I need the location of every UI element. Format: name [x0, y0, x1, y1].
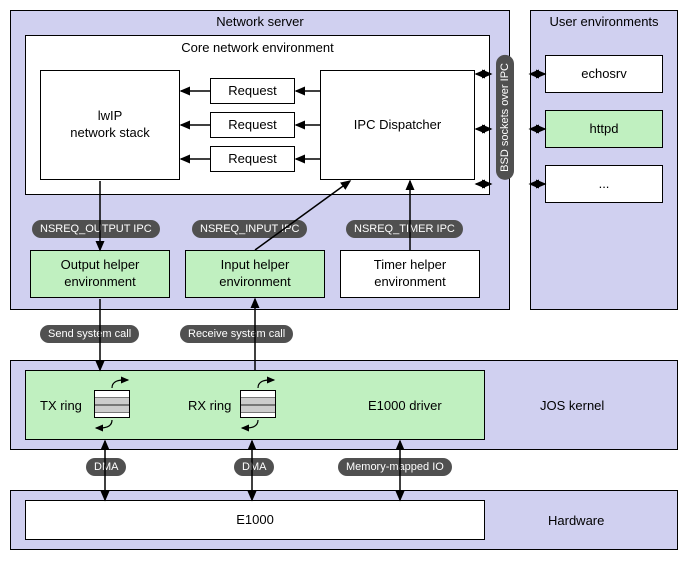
tx-ring-icon — [94, 390, 130, 418]
other-user-env-box: ... — [545, 165, 663, 203]
echosrv-label: echosrv — [581, 66, 627, 83]
dma-badge-2: DMA — [234, 458, 274, 476]
rx-ring-label: RX ring — [188, 398, 231, 413]
receive-system-call-badge: Receive system call — [180, 325, 293, 343]
output-helper-label: Output helper environment — [61, 257, 140, 291]
httpd-box: httpd — [545, 110, 663, 148]
jos-kernel-title: JOS kernel — [540, 398, 604, 413]
other-label: ... — [599, 176, 610, 193]
rx-ring-icon — [240, 390, 276, 418]
hardware-title: Hardware — [548, 513, 604, 528]
memory-mapped-io-badge: Memory-mapped IO — [338, 458, 452, 476]
bsd-sockets-over-ipc-badge: BSD sockets over IPC — [496, 55, 514, 180]
ipc-dispatcher-label: IPC Dispatcher — [354, 117, 441, 134]
httpd-label: httpd — [590, 121, 619, 138]
core-env-title: Core network environment — [181, 40, 333, 57]
nsreq-output-ipc-badge: NSREQ_OUTPUT IPC — [32, 220, 160, 238]
request-label: Request — [228, 117, 276, 134]
network-server-title: Network server — [10, 14, 510, 29]
request-label: Request — [228, 151, 276, 168]
timer-helper-label: Timer helper environment — [374, 257, 446, 291]
user-environments-title: User environments — [530, 14, 678, 29]
e1000-driver-label: E1000 driver — [368, 398, 442, 413]
request-box-0: Request — [210, 78, 295, 104]
dma-badge-1: DMA — [86, 458, 126, 476]
e1000-label: E1000 — [236, 512, 274, 529]
request-box-2: Request — [210, 146, 295, 172]
timer-helper-environment: Timer helper environment — [340, 250, 480, 298]
request-box-1: Request — [210, 112, 295, 138]
ipc-dispatcher: IPC Dispatcher — [320, 70, 475, 180]
e1000-hardware-box: E1000 — [25, 500, 485, 540]
output-helper-environment: Output helper environment — [30, 250, 170, 298]
nsreq-input-ipc-badge: NSREQ_INPUT IPC — [192, 220, 307, 238]
nsreq-timer-ipc-badge: NSREQ_TIMER IPC — [346, 220, 463, 238]
input-helper-environment: Input helper environment — [185, 250, 325, 298]
echosrv-box: echosrv — [545, 55, 663, 93]
tx-ring-label: TX ring — [40, 398, 82, 413]
request-label: Request — [228, 83, 276, 100]
input-helper-label: Input helper environment — [219, 257, 291, 291]
send-system-call-badge: Send system call — [40, 325, 139, 343]
lwip-label: lwIP network stack — [70, 108, 149, 142]
lwip-network-stack: lwIP network stack — [40, 70, 180, 180]
